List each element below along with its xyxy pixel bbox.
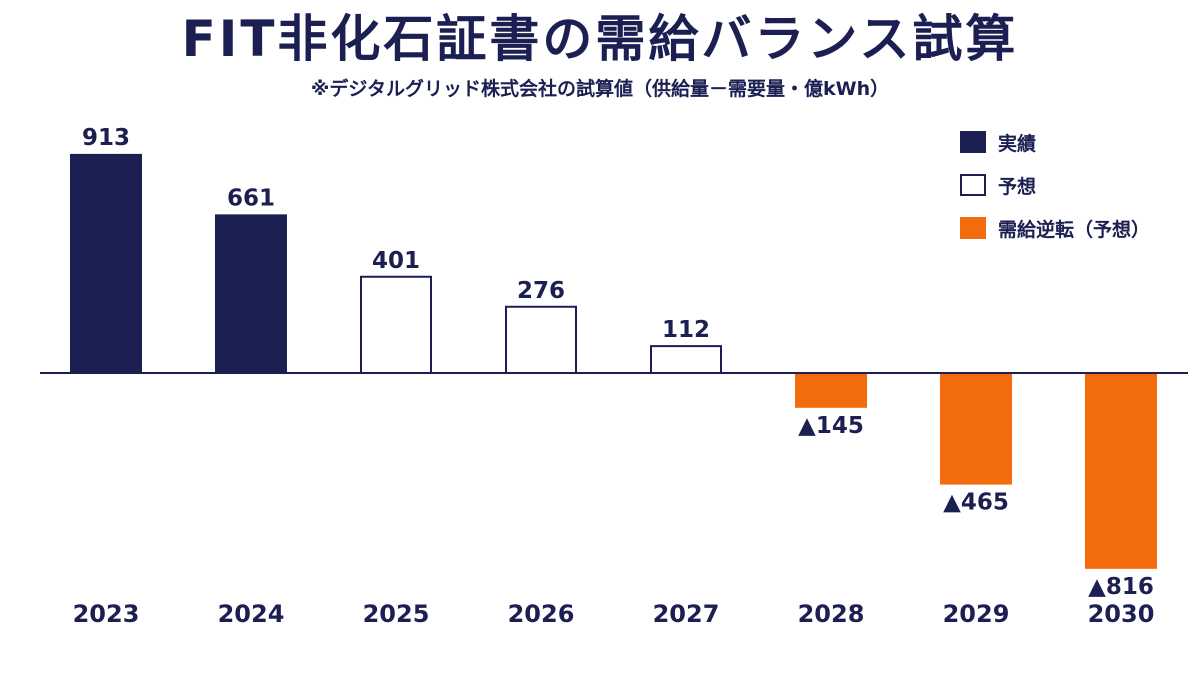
x-tick-2026: 2026 — [508, 600, 575, 628]
data-label-2029: ▲465 — [943, 490, 1009, 516]
legend-label-forecast: 予想 — [998, 175, 1037, 198]
legend-swatch-forecast — [960, 174, 986, 196]
legend-swatch-actual — [960, 131, 986, 153]
x-tick-2024: 2024 — [218, 600, 285, 628]
bar-2025 — [360, 275, 432, 375]
data-label-2027: 112 — [662, 317, 710, 343]
legend-swatch-reversal — [960, 217, 986, 239]
chart-subtitle: ※デジタルグリッド株式会社の試算値（供給量－需要量・億kWh） — [310, 78, 890, 100]
bar-2030 — [1085, 373, 1157, 569]
data-label-2026: 276 — [517, 278, 565, 304]
data-label-2030: ▲816 — [1088, 574, 1154, 600]
bar-2024 — [215, 214, 287, 373]
x-tick-2029: 2029 — [943, 600, 1010, 628]
legend-item-forecast: 予想 — [960, 171, 1150, 199]
bar-2027 — [650, 345, 722, 374]
legend-label-reversal: 需給逆転（予想） — [998, 218, 1151, 241]
legend-label-actual: 実績 — [998, 132, 1037, 155]
legend-item-reversal: 需給逆転（予想） — [960, 214, 1150, 242]
bar-2028 — [795, 373, 867, 408]
x-tick-2027: 2027 — [653, 600, 720, 628]
bar-2026 — [505, 305, 577, 375]
x-tick-2028: 2028 — [798, 600, 865, 628]
bar-2029 — [940, 373, 1012, 485]
x-tick-2025: 2025 — [363, 600, 430, 628]
chart-title: FIT非化石証書の需給バランス試算 — [181, 10, 1019, 68]
x-tick-2030: 2030 — [1088, 600, 1155, 628]
legend-item-actual: 実績 — [960, 128, 1150, 156]
bar-2023 — [70, 153, 142, 373]
data-label-2024: 661 — [227, 185, 275, 211]
x-tick-2023: 2023 — [73, 600, 140, 628]
data-label-2025: 401 — [372, 248, 420, 274]
legend: 実績 予想 需給逆転（予想） — [960, 128, 1150, 257]
data-label-2023: 913 — [82, 125, 130, 151]
data-label-2028: ▲145 — [798, 413, 864, 439]
